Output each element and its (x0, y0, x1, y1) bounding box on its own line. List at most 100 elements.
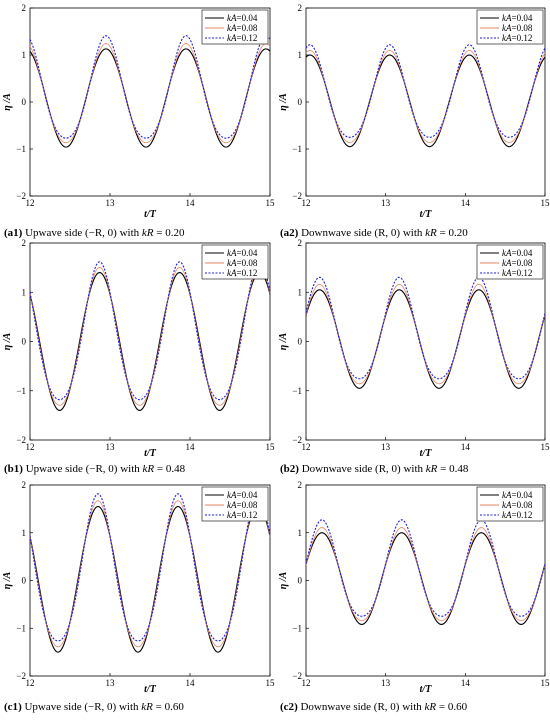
x-tick-label: 15 (541, 198, 550, 208)
y-tick-label: −1 (292, 386, 302, 396)
legend-label: kA=0.04 (227, 13, 258, 23)
series-line-kA-0-12 (29, 35, 271, 139)
y-tick-label: −2 (16, 191, 26, 201)
x-tick-label: 13 (106, 198, 116, 208)
legend-label: kA=0.12 (227, 268, 257, 278)
legend-label: kA=0.12 (502, 268, 532, 278)
x-tick-label: 15 (541, 442, 550, 452)
y-axis-label: η /A (278, 571, 289, 589)
y-tick-label: 0 (22, 97, 27, 107)
legend-label: kA=0.12 (502, 33, 532, 43)
series-line-kA-0-12 (305, 519, 546, 617)
y-tick-label: 0 (298, 97, 303, 107)
y-tick-label: 1 (22, 287, 27, 297)
y-tick-label: 2 (298, 238, 303, 248)
series-line-kA-0-08 (305, 49, 546, 143)
x-tick-label: 14 (461, 198, 471, 208)
legend-label: kA=0.04 (502, 248, 533, 258)
series-line-kA-0-04 (29, 271, 271, 412)
y-axis-label: η /A (278, 332, 289, 350)
series-line-kA-0-12 (305, 276, 546, 380)
x-tick-label: 13 (106, 442, 116, 452)
x-tick-label: 15 (541, 678, 550, 688)
y-tick-label: 2 (298, 3, 303, 13)
y-axis-label: η /A (2, 332, 13, 350)
y-tick-label: 1 (22, 528, 27, 538)
y-tick-label: 1 (22, 50, 27, 60)
y-tick-label: −1 (292, 623, 302, 633)
y-axis-label: η /A (278, 93, 289, 111)
legend-label: kA=0.12 (227, 33, 257, 43)
caption-c1: (c1) Upwave side (−R, 0) with kR = 0.60 (4, 701, 184, 713)
y-axis-label: η /A (2, 93, 13, 111)
legend-label: kA=0.12 (227, 510, 257, 520)
legend-label: kA=0.08 (502, 23, 533, 33)
caption-b1: (b1) Upwave side (−R, 0) with kR = 0.48 (4, 463, 186, 475)
x-tick-label: 12 (302, 198, 311, 208)
y-tick-label: −1 (292, 144, 302, 154)
legend-label: kA=0.04 (227, 490, 258, 500)
series-line-kA-0-08 (305, 283, 546, 385)
x-tick-label: 12 (302, 442, 311, 452)
series-line-kA-0-08 (29, 267, 271, 406)
y-tick-label: −2 (16, 435, 26, 445)
y-tick-label: 2 (22, 238, 27, 248)
legend-label: kA=0.08 (227, 23, 258, 33)
series-line-kA-0-12 (305, 44, 546, 138)
series-line-kA-0-12 (29, 493, 271, 642)
y-tick-label: 1 (298, 528, 303, 538)
x-tick-label: 13 (381, 442, 391, 452)
y-tick-label: 2 (22, 480, 27, 490)
x-tick-label: 14 (186, 678, 196, 688)
series-line-kA-0-04 (29, 48, 271, 148)
y-axis-label: η /A (2, 571, 13, 589)
x-tick-label: 12 (26, 442, 35, 452)
x-tick-label: 13 (106, 678, 116, 688)
x-axis-label: t/T (144, 209, 157, 220)
legend-label: kA=0.08 (502, 258, 533, 268)
legend-label: kA=0.04 (502, 490, 533, 500)
y-tick-label: 1 (298, 287, 303, 297)
x-tick-label: 12 (26, 678, 35, 688)
series-line-kA-0-12 (29, 261, 271, 401)
y-tick-label: −1 (16, 386, 26, 396)
y-tick-label: 2 (298, 480, 303, 490)
x-tick-label: 13 (381, 678, 391, 688)
legend-label: kA=0.12 (502, 510, 532, 520)
legend-label: kA=0.08 (227, 258, 258, 268)
y-tick-label: 0 (298, 337, 303, 347)
x-tick-label: 15 (266, 198, 276, 208)
y-tick-label: −2 (16, 671, 26, 681)
caption-a2: (a2) Downwave side (R, 0) with kR = 0.20 (280, 227, 468, 239)
caption-c2: (c2) Downwave side (R, 0) with kR = 0.60 (280, 701, 468, 713)
y-tick-label: −2 (292, 191, 302, 201)
caption-a1: (a1) Upwave side (−R, 0) with kR = 0.20 (4, 227, 185, 239)
legend-box (476, 486, 544, 522)
x-axis-label: t/T (420, 684, 433, 695)
y-tick-label: 0 (22, 576, 27, 586)
caption-b2: (b2) Downwave side (R, 0) with kR = 0.48 (280, 463, 469, 475)
legend-label: kA=0.08 (502, 500, 533, 510)
y-tick-label: −1 (16, 623, 26, 633)
legend-label: kA=0.08 (227, 500, 258, 510)
series-line-kA-0-08 (29, 43, 271, 144)
y-tick-label: 0 (298, 576, 303, 586)
x-axis-label: t/T (420, 448, 433, 459)
x-axis-label: t/T (420, 209, 433, 220)
y-tick-label: 1 (298, 50, 303, 60)
x-axis-label: t/T (144, 684, 157, 695)
x-tick-label: 14 (186, 198, 196, 208)
x-tick-label: 15 (266, 678, 276, 688)
legend-label: kA=0.04 (227, 248, 258, 258)
